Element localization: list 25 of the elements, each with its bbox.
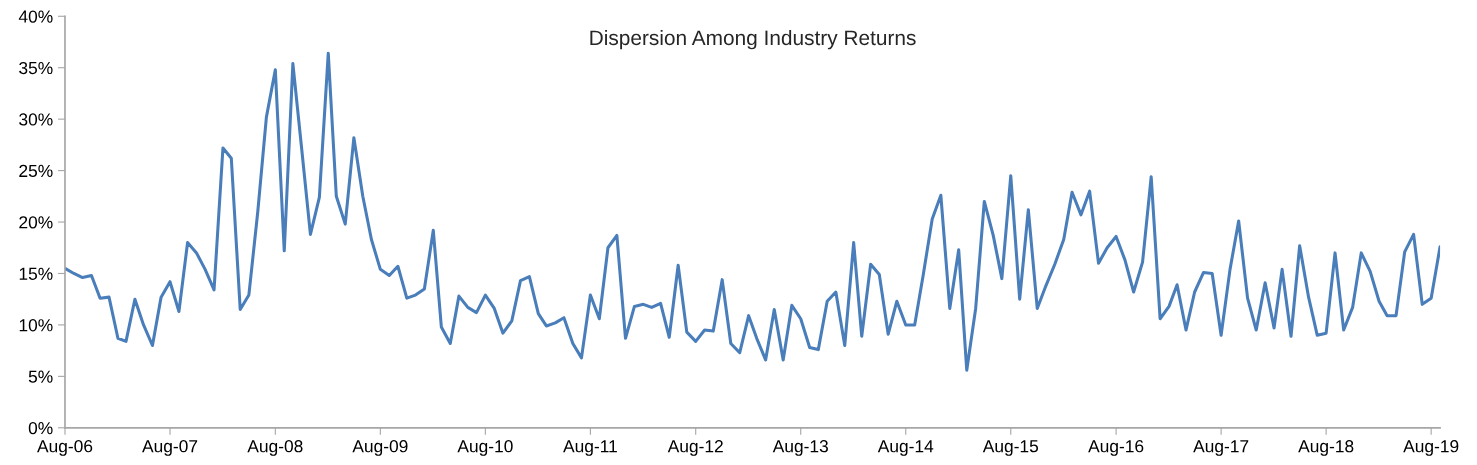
- y-tick-label: 0%: [28, 421, 53, 435]
- y-tick-label: 15%: [19, 267, 53, 280]
- y-tick-label: 40%: [18, 10, 53, 23]
- x-tick-label: Aug-12: [667, 440, 723, 456]
- x-tick-label: Aug-08: [247, 440, 303, 456]
- y-tick-label: 30%: [19, 113, 53, 126]
- x-tick-label: Aug-13: [772, 440, 828, 456]
- x-tick-label: Aug-15: [982, 440, 1039, 456]
- x-tick-label: Aug-18: [1298, 440, 1354, 456]
- y-tick-label: 5%: [28, 370, 53, 383]
- y-tick-label: 10%: [19, 319, 53, 332]
- y-tick-label: 25%: [19, 164, 53, 178]
- x-tick-label: Aug-10: [457, 440, 513, 456]
- text: Dispersion Among Industry Returns: [590, 29, 916, 50]
- x-tick-label: Aug-11: [563, 440, 617, 456]
- y-tick-label: 35%: [19, 61, 53, 75]
- y-tick-label: 20%: [19, 216, 53, 229]
- line-series: [64, 51, 1441, 372]
- x-tick-label: Aug-09: [352, 440, 408, 456]
- x-tick-label: Aug-17: [1193, 440, 1249, 456]
- x-tick-label: Aug-16: [1088, 440, 1144, 456]
- x-tick-label: Aug-07: [142, 440, 198, 456]
- x-tick-label: Aug-06: [37, 440, 93, 456]
- x-tick-label: Aug-14: [877, 440, 934, 456]
- x-tick-label: Aug-19: [1403, 440, 1459, 456]
